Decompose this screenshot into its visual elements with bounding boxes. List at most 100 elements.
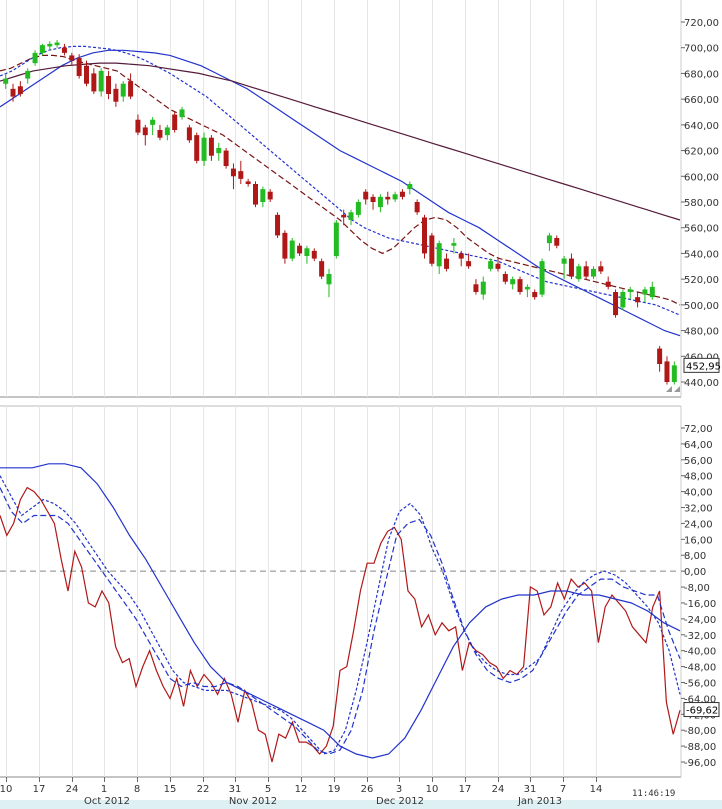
candle	[480, 276, 486, 300]
y-tick-label: -24,00	[684, 615, 716, 626]
candle	[576, 263, 582, 282]
candle	[128, 73, 134, 100]
candle	[627, 286, 633, 300]
candle	[164, 124, 170, 141]
candle	[25, 68, 31, 84]
candle	[510, 276, 516, 290]
y-tick-label: -8,00	[684, 583, 710, 594]
y-tick-label: -80,00	[684, 726, 716, 737]
candle	[245, 178, 251, 187]
y-tick-label: 580,00	[684, 198, 719, 209]
candle	[186, 124, 192, 143]
oscillator-line	[0, 475, 681, 755]
candle	[488, 258, 494, 272]
candle	[10, 83, 16, 102]
candle	[341, 209, 347, 226]
candle	[208, 135, 214, 161]
candle	[598, 261, 604, 274]
candle	[201, 132, 207, 166]
y-tick-label: 480,00	[684, 327, 719, 338]
candle	[671, 361, 677, 385]
candle	[620, 289, 626, 310]
x-tick-label: 10	[426, 784, 439, 795]
candle	[238, 160, 244, 184]
y-tick-label: 600,00	[684, 172, 719, 183]
y-tick-label: 560,00	[684, 224, 719, 235]
scroll-marker-icon[interactable]	[666, 386, 672, 392]
candle	[84, 60, 89, 87]
y-tick-label: 48,00	[684, 472, 713, 483]
candle	[377, 194, 383, 213]
y-tick-label: 720,00	[684, 18, 719, 29]
candle	[370, 194, 376, 210]
x-tick-label: 15	[164, 784, 177, 795]
candle	[326, 268, 332, 298]
y-tick-label: 64,00	[684, 440, 713, 451]
x-axis: 10 17 24 1 8 15 22 31 5 12 19 26 3 10 17 24 31 7 14 Oct 201…	[0, 777, 602, 807]
scroll-marker-icon[interactable]	[674, 386, 680, 392]
y-tick-label: -40,00	[684, 647, 716, 658]
candle	[399, 189, 405, 200]
candle	[194, 132, 200, 164]
candle	[230, 163, 236, 190]
month-label: Nov 2012	[229, 796, 277, 807]
candle	[304, 245, 310, 264]
candle	[561, 256, 567, 280]
candle	[98, 68, 104, 97]
candle	[333, 220, 339, 259]
y-tick-label: -64,00	[684, 694, 716, 705]
candle	[539, 258, 545, 298]
y-tick-label: 56,00	[684, 456, 713, 467]
x-tick-label: 24	[492, 784, 505, 795]
candle	[502, 271, 508, 285]
candle	[444, 253, 450, 272]
y-tick-label: -32,00	[684, 631, 716, 642]
last-price-label: 452,95	[683, 357, 721, 373]
candle	[17, 81, 23, 97]
x-tick-label: 8	[134, 784, 140, 795]
month-label: Oct 2012	[84, 796, 130, 807]
y-tick-label: 500,00	[684, 301, 719, 312]
candle	[113, 83, 119, 107]
candle	[289, 238, 295, 262]
candle	[414, 199, 420, 215]
y-tick-label: 640,00	[684, 121, 719, 132]
y-tick-label: 680,00	[684, 69, 719, 80]
candle	[135, 114, 141, 136]
y-tick-label: 620,00	[684, 147, 719, 158]
clock-readout: 11:46:19	[632, 789, 675, 799]
x-tick-label: 10	[0, 784, 12, 795]
month-label: Dec 2012	[376, 796, 424, 807]
y-tick-label: -16,00	[684, 599, 716, 610]
candle	[407, 181, 413, 195]
moving-average-line	[0, 49, 681, 337]
candle	[363, 189, 369, 205]
candle	[61, 43, 67, 56]
candle	[282, 230, 288, 264]
candle	[311, 248, 317, 262]
candle	[568, 253, 574, 280]
candle	[32, 50, 38, 66]
candle	[297, 243, 303, 256]
candle	[223, 148, 229, 169]
candle	[649, 281, 655, 300]
candle	[106, 70, 112, 100]
candle	[319, 258, 325, 280]
y-tick-label: -56,00	[684, 678, 716, 689]
x-tick-label: 31	[229, 784, 242, 795]
candle	[546, 232, 552, 251]
candle	[260, 186, 266, 208]
x-tick-label: 3	[396, 784, 402, 795]
candle	[179, 106, 185, 120]
candle	[532, 289, 538, 300]
last-oscillator-label: -69,62	[683, 702, 720, 718]
candle	[275, 212, 281, 238]
candle	[591, 266, 596, 280]
x-tick-label: 19	[328, 784, 341, 795]
y-tick-label: 32,00	[684, 504, 713, 515]
candle	[267, 189, 273, 202]
candle	[451, 238, 457, 254]
candle	[385, 191, 391, 205]
x-tick-label: 22	[197, 784, 210, 795]
